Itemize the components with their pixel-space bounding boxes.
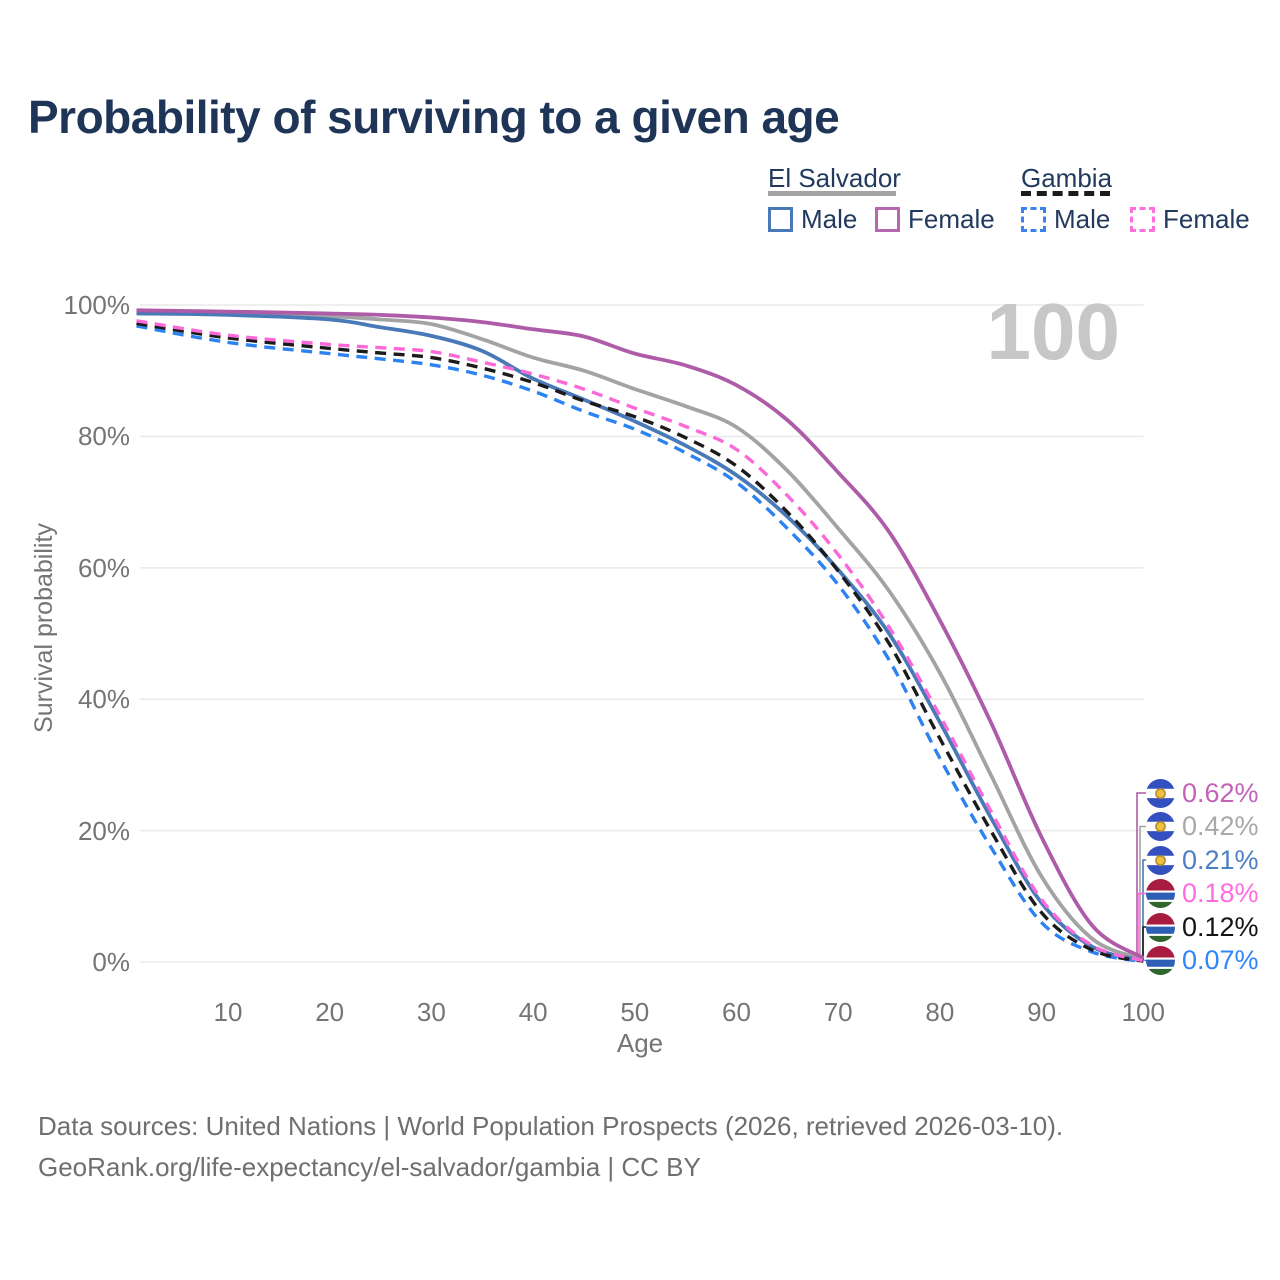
legend-item-label: Male <box>801 204 858 234</box>
end-label-row: 0.62% <box>1146 778 1259 808</box>
survival-value-label: 0.21% <box>1182 844 1259 875</box>
end-label-connector <box>1136 792 1148 958</box>
legend-item-label: Female <box>1163 204 1250 234</box>
y-tick-label-80%: 80% <box>77 421 130 452</box>
gambia-flag-icon <box>1146 946 1175 975</box>
survival-value-label: 0.18% <box>1182 878 1259 908</box>
chart-legend: El Salvador Gambia Male Female Male Fema… <box>0 0 1280 250</box>
series-line-gambia-male <box>136 324 1144 964</box>
x-tick-label-50: 50 <box>620 997 650 1027</box>
y-tick-label-100%: 100% <box>63 290 131 320</box>
end-label-connector <box>1137 892 1148 960</box>
x-tick-label-40: 40 <box>518 997 548 1027</box>
page-title: Probability of surviving to a given age <box>28 91 840 143</box>
el-salvador-male-swatch-icon <box>768 207 793 232</box>
el-salvador-female-swatch-icon <box>875 207 900 232</box>
legend-item-el-salvador-male[interactable]: Male <box>768 204 857 235</box>
end-label-list: 0.62% 0.42% 0.21% 0.18% 0.12% 0.07% <box>1146 0 1280 1280</box>
legend-item-label: Female <box>908 204 995 234</box>
legend-item-el-salvador-female[interactable]: Female <box>875 204 995 235</box>
x-tick-label-80: 80 <box>925 997 955 1027</box>
el-salvador-solid-line-sample <box>768 191 896 196</box>
series-line-gambia-both-sexes <box>136 321 1144 963</box>
gambia-dashed-line-sample <box>1021 191 1110 196</box>
end-label-row: 0.42% <box>1146 811 1259 842</box>
end-label-row: 0.07% <box>1146 945 1259 976</box>
x-tick-label-70: 70 <box>823 997 853 1027</box>
x-tick-label-60: 60 <box>722 997 751 1027</box>
legend-item-label: Male <box>1054 204 1111 234</box>
footer-data-sources: Data sources: United Nations | World Pop… <box>38 1111 1064 1141</box>
y-tick-label-40%: 40% <box>77 684 130 715</box>
series-line-gambia-female <box>136 319 1144 963</box>
series-line-el-salvador-male <box>136 311 1144 963</box>
gambia-flag-icon <box>1146 912 1175 942</box>
gambia-female-swatch-icon <box>1130 207 1155 232</box>
end-label-row: 0.12% <box>1146 912 1259 942</box>
end-label-connector <box>1139 825 1148 959</box>
legend-item-gambia-male[interactable]: Male <box>1021 204 1110 235</box>
x-tick-label-30: 30 <box>416 997 446 1027</box>
y-tick-label-60%: 60% <box>77 552 130 583</box>
x-tick-label-20: 20 <box>315 997 345 1027</box>
survival-value-label: 0.07% <box>1182 945 1259 975</box>
survival-value-label: 0.62% <box>1182 777 1259 808</box>
el-salvador-flag-icon <box>1146 778 1175 808</box>
footer: Data sources: United Nations | World Pop… <box>38 1106 1063 1188</box>
el-salvador-flag-icon <box>1146 845 1175 875</box>
legend-item-gambia-female[interactable]: Female <box>1130 204 1250 235</box>
series-line-el-salvador-female <box>136 308 1145 960</box>
gambia-flag-icon <box>1146 879 1175 908</box>
end-label-row: 0.18% <box>1146 878 1259 909</box>
series-line-el-salvador-both-sexes <box>136 310 1145 961</box>
x-tick-label-100: 100 <box>1121 997 1165 1027</box>
y-tick-label-20%: 20% <box>77 815 130 846</box>
y-tick-label-0%: 0% <box>92 947 130 977</box>
gambia-male-swatch-icon <box>1021 207 1046 232</box>
legend-group-el-salvador: El Salvador <box>768 163 901 193</box>
age-counter-watermark: 100 <box>986 287 1120 376</box>
x-tick-label-10: 10 <box>213 997 243 1027</box>
survival-value-label: 0.42% <box>1182 811 1259 841</box>
end-label-row: 0.21% <box>1146 845 1259 875</box>
footer-attribution: GeoRank.org/life-expectancy/el-salvador/… <box>38 1152 701 1182</box>
x-tick-label-90: 90 <box>1027 997 1057 1027</box>
y-axis-title: Survival probability <box>30 523 58 733</box>
survival-value-label: 0.12% <box>1182 911 1259 942</box>
x-axis-title: Age <box>616 1028 664 1058</box>
el-salvador-flag-icon <box>1146 812 1175 841</box>
legend-group-gambia: Gambia <box>1021 163 1113 193</box>
